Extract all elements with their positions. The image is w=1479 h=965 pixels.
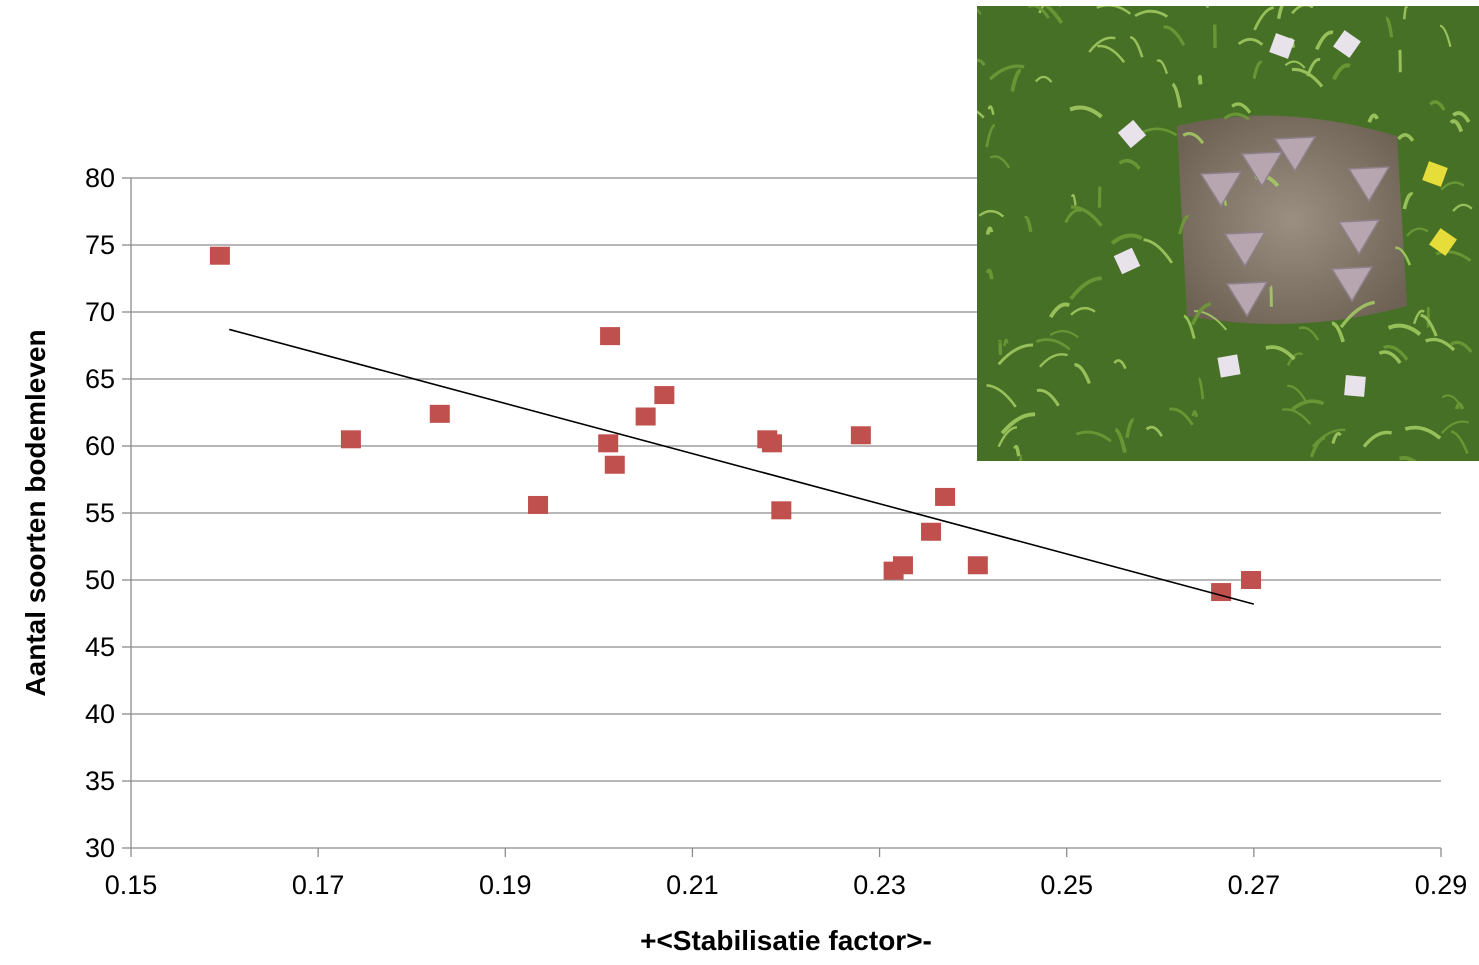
data-point xyxy=(429,404,450,423)
x-tick-label: 0.15 xyxy=(105,870,158,900)
data-point xyxy=(1211,583,1232,602)
trendline-group xyxy=(229,328,1255,605)
data-point xyxy=(635,407,656,426)
data-point xyxy=(1241,571,1262,589)
x-axis-title: +<Stabilisatie factor>- xyxy=(640,925,932,956)
y-tick-label: 80 xyxy=(85,163,115,193)
x-tick-label: 0.29 xyxy=(1415,870,1468,900)
x-tick-label: 0.25 xyxy=(1040,870,1093,900)
x-tick-label: 0.17 xyxy=(292,870,345,900)
y-tick-label: 55 xyxy=(85,498,115,528)
y-tick-label: 60 xyxy=(85,431,115,461)
data-point xyxy=(771,501,792,520)
data-point xyxy=(761,434,782,453)
data-point xyxy=(600,327,621,346)
data-point xyxy=(528,495,549,514)
data-point xyxy=(340,430,361,449)
y-tick-labels: 30 35 40 45 50 55 60 65 70 75 80 xyxy=(85,163,115,863)
y-tick-label: 45 xyxy=(85,632,115,662)
soil-sample-photo xyxy=(977,6,1479,461)
data-point xyxy=(209,246,230,265)
y-axis-title: Aantal soorten bodemleven xyxy=(20,329,51,696)
data-point xyxy=(921,522,942,541)
data-point xyxy=(892,556,913,575)
y-tick-label: 65 xyxy=(85,364,115,394)
trendline xyxy=(229,328,1255,605)
y-tick-label: 40 xyxy=(85,699,115,729)
y-tick-label: 70 xyxy=(85,297,115,327)
x-tick-label: 0.21 xyxy=(666,870,719,900)
x-tick-label: 0.19 xyxy=(479,870,532,900)
y-tick-label: 35 xyxy=(85,766,115,796)
data-point xyxy=(598,434,619,453)
axes xyxy=(122,177,1442,857)
x-tick-labels: 0.15 0.17 0.19 0.21 0.23 0.25 0.27 0.29 xyxy=(105,870,1468,900)
data-point xyxy=(850,426,871,445)
data-point xyxy=(654,386,675,405)
y-tick-label: 30 xyxy=(85,833,115,863)
x-tick-label: 0.23 xyxy=(853,870,906,900)
y-tick-label: 75 xyxy=(85,230,115,260)
data-point xyxy=(604,455,625,474)
x-tick-label: 0.27 xyxy=(1228,870,1281,900)
y-tick-label: 50 xyxy=(85,565,115,595)
data-point xyxy=(935,487,956,506)
data-point xyxy=(967,556,988,575)
